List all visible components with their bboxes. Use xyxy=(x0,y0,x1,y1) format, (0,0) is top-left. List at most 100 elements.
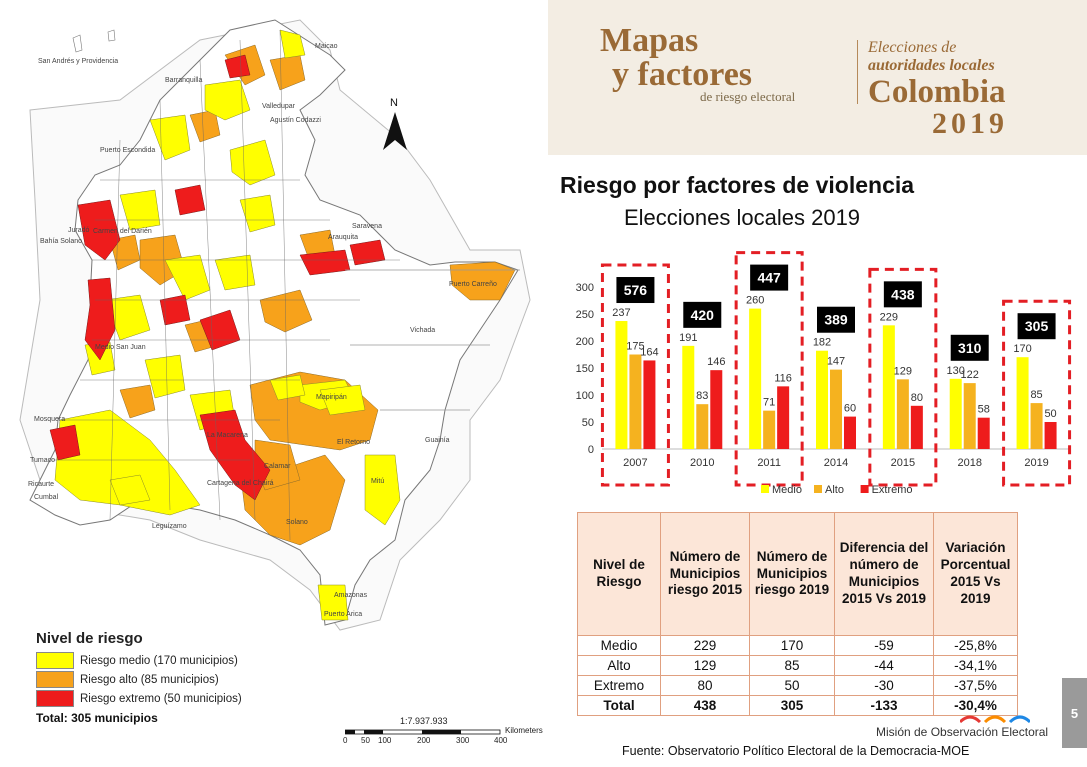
bar-medio xyxy=(682,345,695,449)
data-label: 170 xyxy=(1013,343,1031,355)
y-tick-label: 200 xyxy=(576,336,594,348)
y-tick-label: 300 xyxy=(576,282,594,294)
highlight-box xyxy=(600,263,670,487)
map-label: Cartagena del Chairá xyxy=(207,480,274,487)
data-label: 237 xyxy=(612,307,630,319)
total-box xyxy=(683,301,722,328)
y-tick-label: 50 xyxy=(582,417,594,429)
legend-swatch-medio xyxy=(761,485,769,493)
bar-alto xyxy=(763,410,776,449)
map-label: El Retorno xyxy=(337,439,370,446)
brand-right-line-1: Elecciones de xyxy=(868,39,957,56)
total-box xyxy=(750,264,789,291)
highlight-box xyxy=(1002,299,1072,487)
legend-label: Riesgo extremo (50 municipios) xyxy=(80,692,242,705)
moe-logo-icon xyxy=(960,715,1030,724)
data-label: 83 xyxy=(696,390,708,402)
brand-line-3: de riesgo electoral xyxy=(700,89,796,104)
highlight-box xyxy=(868,267,938,487)
table-cell: 85 xyxy=(749,655,835,676)
table-cell: -30,4% xyxy=(933,695,1018,716)
scale-tick: 200 xyxy=(417,736,431,745)
y-tick-label: 250 xyxy=(576,309,594,321)
chart-subtitle: Elecciones locales 2019 xyxy=(624,205,861,230)
table-cell: 129 xyxy=(660,655,750,676)
x-tick-label: 2014 xyxy=(824,457,848,469)
map-label: Arauquita xyxy=(328,234,358,241)
scale-tick: 400 xyxy=(494,736,508,745)
map-label: Ricaurte xyxy=(28,481,54,488)
total-label: 389 xyxy=(824,312,848,328)
map-label: Puerto Arica xyxy=(324,611,362,618)
table-cell: 170 xyxy=(749,635,835,656)
table-cell: Alto xyxy=(577,655,661,676)
scale-tick: 0 xyxy=(343,736,348,745)
data-label: 50 xyxy=(1044,408,1056,420)
table-header: Número de Municipios riesgo 2015 xyxy=(660,512,750,636)
scale-tick: 50 xyxy=(361,736,370,745)
total-label: 420 xyxy=(691,307,715,323)
table-cell: 80 xyxy=(660,675,750,696)
legend-item-medio: Riesgo medio (170 municipios) xyxy=(36,651,242,670)
header-band xyxy=(548,0,1087,155)
legend-swatch-extremo xyxy=(36,690,74,707)
scale-unit: Kilometers xyxy=(505,726,543,735)
bar-alto xyxy=(1030,403,1043,449)
source-note: Fuente: Observatorio Político Electoral … xyxy=(622,744,970,758)
map-label: Maicao xyxy=(315,43,338,50)
table-header: Diferencia del número de Municipios 2015… xyxy=(834,512,934,636)
data-label: 130 xyxy=(947,365,965,377)
data-label: 146 xyxy=(707,356,725,368)
total-box xyxy=(616,277,655,304)
total-label: 310 xyxy=(958,340,982,356)
data-label: 58 xyxy=(978,404,990,416)
total-box xyxy=(950,334,989,361)
legend-swatch-alto xyxy=(814,485,822,493)
total-label: 447 xyxy=(757,270,781,286)
table-cell: 305 xyxy=(749,695,835,716)
data-label: 164 xyxy=(640,346,658,358)
table-cell: 229 xyxy=(660,635,750,656)
map-label: Vichada xyxy=(410,327,435,334)
table-cell: 50 xyxy=(749,675,835,696)
bar-medio xyxy=(882,325,895,449)
bar-medio xyxy=(749,308,762,449)
table-row: Alto 129 85 -44 -34,1% xyxy=(577,655,1018,676)
total-label: 576 xyxy=(624,282,648,298)
x-tick-label: 2011 xyxy=(757,457,781,469)
map-label: Solano xyxy=(286,519,308,526)
x-tick-label: 2007 xyxy=(623,457,647,469)
table-cell: -37,5% xyxy=(933,675,1018,696)
map-label: Tumaco xyxy=(30,457,55,464)
bar-extremo xyxy=(910,405,923,449)
table-total-row: Total 438 305 -133 -30,4% xyxy=(577,695,1018,716)
map-label: Cumbal xyxy=(34,494,59,501)
bar-alto xyxy=(896,379,909,449)
table-cell: -30 xyxy=(834,675,934,696)
legend-swatch-extremo xyxy=(860,485,869,493)
legend-label: Medio xyxy=(772,484,802,496)
map-label: Calamar xyxy=(264,463,291,470)
bar-alto xyxy=(696,404,709,449)
moe-caption: Misión de Observación Electoral xyxy=(876,725,1049,739)
legend-swatch-medio xyxy=(36,652,74,669)
map-label: Medio San Juan xyxy=(95,344,146,351)
bar-extremo xyxy=(643,360,656,449)
data-label: 129 xyxy=(894,365,912,377)
map-label: Mosquera xyxy=(34,416,65,423)
table-cell: -59 xyxy=(834,635,934,656)
north-label: N xyxy=(390,97,398,109)
table-cell: -44 xyxy=(834,655,934,676)
table-cell: Extremo xyxy=(577,675,661,696)
data-label: 71 xyxy=(763,397,775,409)
data-label: 182 xyxy=(813,337,831,349)
data-label: 80 xyxy=(911,392,923,404)
brand-right-line-4: 2019 xyxy=(932,107,1008,140)
brand-logo: Mapas y factores de riesgo electoral xyxy=(600,24,795,104)
table-cell: -25,8% xyxy=(933,635,1018,656)
map-label: Saravena xyxy=(352,223,382,230)
map-label: Puerto Escondida xyxy=(100,147,155,154)
legend-total: Total: 305 municipios xyxy=(36,711,158,725)
data-label: 85 xyxy=(1030,389,1042,401)
